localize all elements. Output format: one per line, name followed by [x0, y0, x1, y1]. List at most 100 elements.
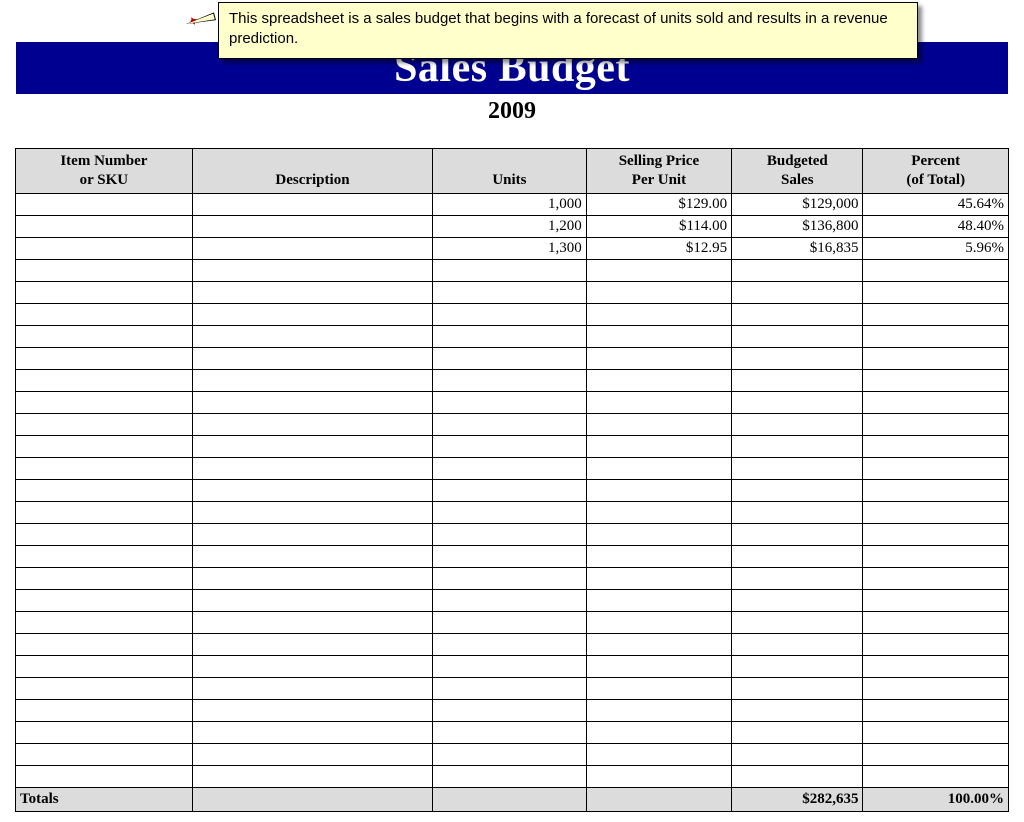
cell-units[interactable] — [433, 743, 587, 765]
cell-sales[interactable] — [732, 699, 863, 721]
cell-sales[interactable] — [732, 611, 863, 633]
table-row[interactable] — [16, 303, 1009, 325]
cell-desc[interactable] — [192, 523, 432, 545]
cell-price[interactable] — [586, 457, 731, 479]
cell-desc[interactable] — [192, 325, 432, 347]
cell-sales[interactable]: $16,835 — [732, 237, 863, 259]
table-row[interactable] — [16, 633, 1009, 655]
cell-item[interactable] — [16, 567, 193, 589]
cell-desc[interactable] — [192, 347, 432, 369]
cell-units[interactable] — [433, 457, 587, 479]
cell-units[interactable] — [433, 347, 587, 369]
cell-sales[interactable] — [732, 765, 863, 787]
cell-pct[interactable] — [863, 457, 1009, 479]
cell-desc[interactable] — [192, 545, 432, 567]
cell-units[interactable] — [433, 435, 587, 457]
cell-units[interactable] — [433, 369, 587, 391]
table-row[interactable] — [16, 501, 1009, 523]
cell-item[interactable] — [16, 589, 193, 611]
cell-desc[interactable] — [192, 567, 432, 589]
cell-units[interactable] — [433, 567, 587, 589]
table-row[interactable] — [16, 347, 1009, 369]
cell-desc[interactable] — [192, 677, 432, 699]
cell-item[interactable] — [16, 633, 193, 655]
cell-desc[interactable] — [192, 413, 432, 435]
cell-units[interactable] — [433, 413, 587, 435]
cell-desc[interactable] — [192, 435, 432, 457]
cell-pct[interactable] — [863, 699, 1009, 721]
cell-desc[interactable] — [192, 633, 432, 655]
cell-desc[interactable] — [192, 589, 432, 611]
cell-units[interactable] — [433, 281, 587, 303]
cell-item[interactable] — [16, 699, 193, 721]
cell-desc[interactable] — [192, 457, 432, 479]
table-row[interactable] — [16, 589, 1009, 611]
cell-desc[interactable] — [192, 391, 432, 413]
cell-pct[interactable] — [863, 633, 1009, 655]
cell-pct[interactable] — [863, 655, 1009, 677]
cell-item[interactable] — [16, 281, 193, 303]
cell-sales[interactable] — [732, 347, 863, 369]
table-row[interactable]: 1,300$12.95$16,8355.96% — [16, 237, 1009, 259]
cell-desc[interactable] — [192, 193, 432, 215]
cell-desc[interactable] — [192, 611, 432, 633]
cell-item[interactable] — [16, 677, 193, 699]
cell-units[interactable] — [433, 589, 587, 611]
table-row[interactable] — [16, 457, 1009, 479]
table-row[interactable] — [16, 435, 1009, 457]
cell-item[interactable] — [16, 237, 193, 259]
cell-sales[interactable] — [732, 479, 863, 501]
cell-sales[interactable] — [732, 677, 863, 699]
cell-sales[interactable]: $136,800 — [732, 215, 863, 237]
cell-units[interactable] — [433, 721, 587, 743]
cell-units[interactable] — [433, 765, 587, 787]
cell-price[interactable]: $12.95 — [586, 237, 731, 259]
cell-price[interactable] — [586, 611, 731, 633]
cell-units[interactable] — [433, 479, 587, 501]
cell-pct[interactable]: 48.40% — [863, 215, 1009, 237]
cell-item[interactable] — [16, 435, 193, 457]
cell-item[interactable] — [16, 325, 193, 347]
cell-price[interactable] — [586, 501, 731, 523]
cell-desc[interactable] — [192, 215, 432, 237]
cell-price[interactable] — [586, 699, 731, 721]
cell-item[interactable] — [16, 479, 193, 501]
cell-sales[interactable] — [732, 655, 863, 677]
cell-price[interactable]: $114.00 — [586, 215, 731, 237]
cell-pct[interactable] — [863, 479, 1009, 501]
cell-pct[interactable] — [863, 589, 1009, 611]
cell-price[interactable] — [586, 633, 731, 655]
cell-pct[interactable] — [863, 391, 1009, 413]
table-row[interactable] — [16, 743, 1009, 765]
cell-item[interactable] — [16, 743, 193, 765]
cell-sales[interactable] — [732, 281, 863, 303]
cell-pct[interactable] — [863, 325, 1009, 347]
cell-units[interactable] — [433, 391, 587, 413]
cell-pct[interactable] — [863, 303, 1009, 325]
cell-desc[interactable] — [192, 655, 432, 677]
table-row[interactable] — [16, 721, 1009, 743]
table-row[interactable] — [16, 369, 1009, 391]
table-row[interactable] — [16, 567, 1009, 589]
cell-desc[interactable] — [192, 721, 432, 743]
cell-pct[interactable] — [863, 567, 1009, 589]
cell-item[interactable] — [16, 523, 193, 545]
cell-sales[interactable] — [732, 523, 863, 545]
cell-units[interactable] — [433, 303, 587, 325]
cell-item[interactable] — [16, 347, 193, 369]
cell-price[interactable] — [586, 523, 731, 545]
cell-sales[interactable] — [732, 545, 863, 567]
cell-pct[interactable] — [863, 677, 1009, 699]
cell-units[interactable]: 1,000 — [433, 193, 587, 215]
cell-desc[interactable] — [192, 237, 432, 259]
cell-units[interactable] — [433, 677, 587, 699]
cell-item[interactable] — [16, 721, 193, 743]
table-row[interactable] — [16, 611, 1009, 633]
cell-desc[interactable] — [192, 501, 432, 523]
cell-item[interactable] — [16, 655, 193, 677]
cell-price[interactable] — [586, 281, 731, 303]
cell-price[interactable] — [586, 743, 731, 765]
table-row[interactable] — [16, 391, 1009, 413]
cell-item[interactable] — [16, 215, 193, 237]
cell-desc[interactable] — [192, 765, 432, 787]
